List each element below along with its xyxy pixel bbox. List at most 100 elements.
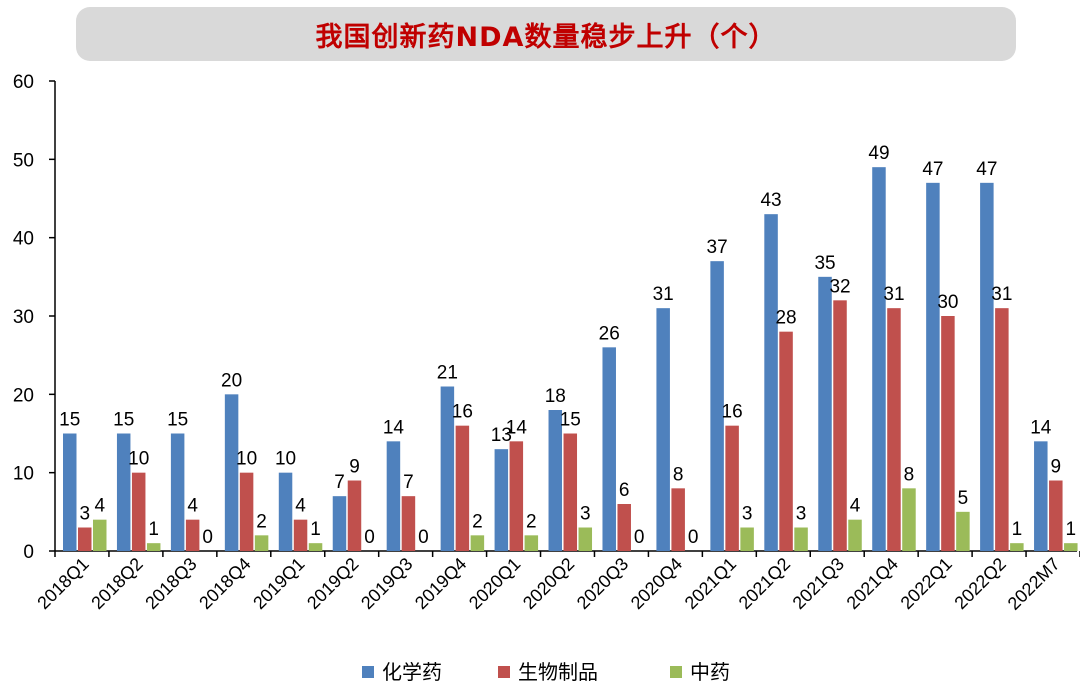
data-label: 0 — [688, 527, 699, 548]
data-label: 35 — [814, 253, 835, 274]
data-label: 14 — [383, 417, 405, 438]
data-label: 8 — [904, 464, 915, 485]
bar-chemical — [440, 386, 455, 551]
bar-chemical — [818, 276, 832, 551]
data-label: 7 — [334, 472, 345, 493]
data-label: 31 — [991, 284, 1012, 305]
data-label: 20 — [221, 370, 242, 391]
bar-biologic — [293, 519, 308, 551]
category-label: 2022Q2 — [950, 554, 1009, 613]
category-label: 2021Q1 — [681, 554, 740, 613]
data-label: 5 — [958, 488, 969, 509]
category-label: 2021Q3 — [789, 554, 848, 613]
data-label: 3 — [79, 504, 90, 525]
bar-tcm — [470, 535, 485, 551]
legend-swatch — [670, 666, 682, 678]
bar-tcm — [254, 535, 269, 551]
data-label: 14 — [1030, 417, 1052, 438]
bar-chemical — [764, 214, 778, 551]
data-label: 32 — [829, 276, 850, 297]
y-tick-label: 10 — [13, 464, 34, 485]
data-label: 37 — [707, 237, 728, 258]
data-label: 2 — [256, 511, 267, 532]
y-tick-label: 50 — [13, 150, 34, 171]
category-label: 2022Q1 — [897, 554, 956, 613]
bar-biologic — [725, 425, 739, 551]
bar-tcm — [740, 527, 754, 551]
data-label: 14 — [506, 417, 528, 438]
data-label: 7 — [403, 472, 414, 493]
bar-biologic — [185, 519, 200, 551]
data-label: 4 — [94, 496, 105, 517]
data-label: 47 — [922, 159, 943, 180]
bar-tcm — [794, 527, 808, 551]
data-label: 18 — [545, 386, 566, 407]
category-label: 2019Q2 — [303, 554, 362, 613]
legend-label: 化学药 — [382, 660, 442, 684]
bar-tcm — [524, 535, 539, 551]
data-label: 1 — [1066, 519, 1077, 540]
bar-tcm — [146, 543, 161, 551]
data-label: 30 — [937, 292, 958, 313]
data-label: 1 — [310, 519, 321, 540]
data-label: 6 — [619, 480, 630, 501]
category-label: 2018Q1 — [33, 554, 92, 613]
data-label: 3 — [742, 504, 753, 525]
legend-label: 中药 — [690, 660, 730, 684]
data-label: 15 — [560, 410, 581, 431]
bar-chemical — [332, 496, 347, 551]
bar-biologic — [563, 433, 578, 551]
data-label: 4 — [187, 496, 198, 517]
data-label: 0 — [418, 527, 429, 548]
data-label: 2 — [526, 511, 537, 532]
bar-chemical — [980, 182, 994, 552]
bar-biologic — [833, 300, 847, 551]
y-tick-label: 0 — [23, 542, 34, 563]
bar-tcm — [956, 511, 970, 551]
bar-biologic — [1049, 480, 1063, 551]
bar-tcm — [848, 519, 862, 551]
data-label: 0 — [202, 527, 213, 548]
data-label: 1 — [148, 519, 159, 540]
category-label: 2020Q2 — [519, 554, 578, 613]
data-label: 47 — [976, 159, 997, 180]
bar-chemical — [224, 394, 239, 551]
data-label: 10 — [275, 449, 296, 470]
data-label: 10 — [128, 449, 149, 470]
bar-biologic — [887, 308, 901, 551]
bar-chemical — [926, 182, 940, 552]
data-label: 16 — [722, 402, 743, 423]
data-label: 3 — [580, 504, 591, 525]
data-label: 26 — [599, 323, 620, 344]
category-label: 2021Q4 — [843, 554, 902, 613]
category-label: 2019Q3 — [357, 554, 416, 613]
data-label: 0 — [364, 527, 375, 548]
bar-chemical — [872, 167, 886, 551]
data-label: 4 — [295, 496, 306, 517]
bar-biologic — [239, 472, 254, 551]
legend-swatch — [498, 666, 510, 678]
y-tick-label: 30 — [13, 307, 34, 328]
data-label: 10 — [236, 449, 257, 470]
category-label: 2018Q2 — [87, 554, 146, 613]
category-label: 2020Q3 — [573, 554, 632, 613]
bar-biologic — [347, 480, 362, 551]
data-label: 31 — [653, 284, 674, 305]
bars — [63, 167, 1078, 552]
bar-chemical — [602, 347, 616, 551]
bar-biologic — [995, 308, 1009, 551]
data-label: 28 — [775, 308, 796, 329]
bar-biologic — [401, 496, 416, 551]
bar-tcm — [578, 527, 593, 551]
data-label: 49 — [868, 143, 889, 164]
bar-chemical — [1034, 441, 1048, 551]
bar-chemical — [548, 410, 563, 551]
bar-biologic — [671, 488, 685, 551]
data-label: 9 — [1051, 457, 1062, 478]
category-label: 2019Q1 — [249, 554, 308, 613]
legend-swatch — [362, 666, 374, 678]
bar-chemical — [170, 433, 185, 551]
